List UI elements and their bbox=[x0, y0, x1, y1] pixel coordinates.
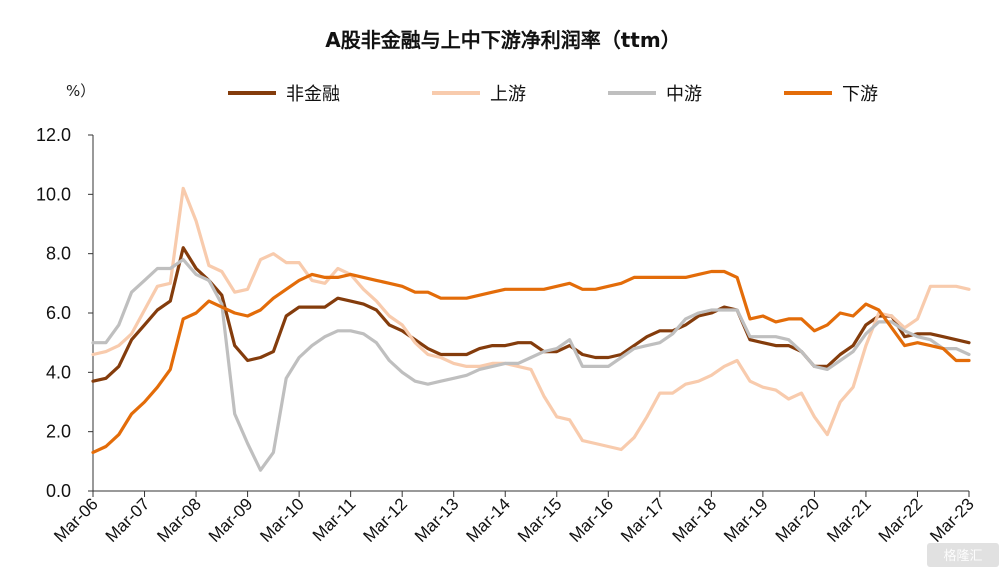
plot-lines bbox=[91, 186, 971, 472]
watermark: 格隆汇 bbox=[927, 543, 999, 567]
legend-label-0: 非金融 bbox=[286, 84, 340, 105]
x-tick-label: Mar-11 bbox=[309, 494, 360, 545]
y-tick-label: 2.0 bbox=[46, 422, 71, 442]
x-tick-label: Mar-19 bbox=[720, 494, 772, 546]
legend-label-2: 中游 bbox=[666, 84, 702, 105]
x-tick-label: Mar-12 bbox=[359, 494, 411, 546]
x-tick-label: Mar-22 bbox=[875, 494, 927, 546]
x-tick-label: Mar-17 bbox=[617, 494, 669, 546]
chart-title: A股非金融与上中下游净利润率（ttm） bbox=[325, 28, 680, 52]
x-tick-label: Mar-16 bbox=[566, 494, 618, 546]
y-axis: 0.0 2.0 4.0 6.0 8.0 10.0 12.0 bbox=[36, 125, 94, 501]
y-tick-label: 6.0 bbox=[46, 303, 71, 323]
y-tick-label: 10.0 bbox=[36, 184, 71, 204]
x-tick-label: Mar-09 bbox=[205, 494, 257, 546]
watermark-text: 格隆汇 bbox=[943, 548, 982, 564]
series-line-2 bbox=[91, 258, 971, 472]
x-tick-label: Mar-18 bbox=[669, 494, 721, 546]
y-tick-label: 8.0 bbox=[46, 244, 71, 264]
x-tick-label: Mar-21 bbox=[823, 494, 875, 546]
series-line-0 bbox=[91, 246, 971, 383]
legend-label-3: 下游 bbox=[842, 84, 878, 105]
legend-label-1: 上游 bbox=[490, 84, 526, 105]
x-tick-label: Mar-23 bbox=[926, 494, 978, 546]
x-tick-label: Mar-20 bbox=[772, 494, 824, 546]
series-line-3 bbox=[91, 269, 971, 454]
y-tick-label: 4.0 bbox=[46, 362, 71, 382]
x-tick-label: Mar-14 bbox=[463, 494, 515, 546]
y-tick-label: 12.0 bbox=[36, 125, 71, 145]
x-tick-label: Mar-06 bbox=[50, 494, 102, 546]
x-tick-label: Mar-08 bbox=[153, 494, 205, 546]
y-tick-label: 0.0 bbox=[46, 481, 71, 501]
watermark-badge bbox=[927, 543, 999, 567]
x-tick-label: Mar-13 bbox=[411, 494, 463, 546]
series-line-1 bbox=[91, 186, 971, 452]
x-axis: Mar-06 Mar-07 Mar-08 Mar-09 Mar-10 Mar-11 Mar-… bbox=[50, 490, 978, 546]
x-tick-label: Mar-10 bbox=[256, 494, 308, 546]
x-tick-label: Mar-07 bbox=[102, 494, 154, 546]
unit-label: %） bbox=[66, 82, 95, 100]
legend: 非金融 上游 中游 下游 bbox=[228, 84, 878, 105]
x-tick-label: Mar-15 bbox=[514, 494, 566, 546]
